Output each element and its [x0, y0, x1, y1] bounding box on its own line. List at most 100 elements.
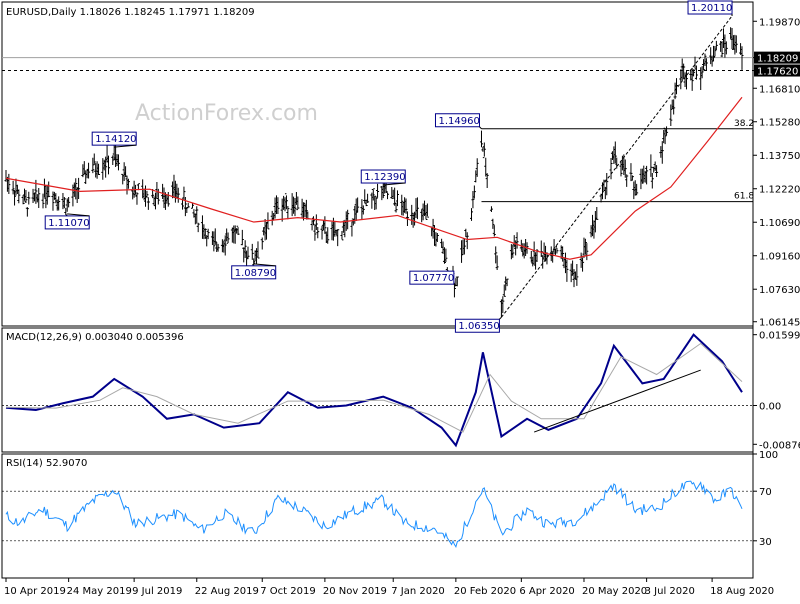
price-bar: [640, 168, 644, 184]
price-bar: [619, 160, 623, 177]
price-bar: [223, 235, 227, 256]
price-tick-label: 1.19870: [759, 17, 800, 28]
price-annotation-label: 1.07770: [413, 273, 454, 284]
price-tick-label: 1.18209: [757, 54, 798, 65]
price-bar: [190, 203, 194, 209]
price-bar: [246, 246, 250, 260]
x-tick-label: 20 Nov 2019: [323, 586, 387, 597]
price-annotation-label: 1.08790: [235, 268, 276, 279]
price-bar: [609, 158, 613, 180]
x-tick-label: 9 Jul 2019: [132, 586, 182, 597]
price-bar: [583, 238, 587, 255]
price-bar: [135, 192, 139, 205]
price-panel-frame: [1, 1, 754, 327]
price-bar: [92, 153, 96, 166]
price-bar: [97, 163, 101, 176]
price-bar: [585, 243, 589, 261]
price-bar: [311, 216, 315, 226]
price-tick-label: 1.12220: [759, 185, 800, 196]
price-bar: [400, 194, 404, 216]
price-bar: [479, 130, 483, 148]
price-bar: [485, 173, 489, 189]
price-bar: [7, 173, 11, 194]
price-bar: [195, 206, 199, 224]
price-bar: [326, 227, 330, 244]
price-bar: [740, 46, 744, 70]
rsi-tick-label: 100: [759, 450, 778, 461]
price-bar: [373, 194, 377, 210]
rsi-title: RSI(14) 52.9070: [6, 458, 87, 469]
macd-series-macd: [5, 333, 743, 448]
price-annotation-box: [409, 270, 455, 285]
price-bar: [494, 246, 498, 264]
price-bar: [595, 207, 599, 220]
price-bar: [64, 207, 68, 216]
rsi-tick-label: 70: [759, 487, 772, 498]
price-bar: [153, 192, 157, 210]
price-bar: [106, 155, 110, 175]
price-bar: [284, 193, 288, 210]
price-tick-label: 1.09160: [759, 252, 800, 263]
price-annotation-box: [434, 113, 480, 128]
annotation-leader: [499, 316, 502, 320]
price-bar: [386, 191, 390, 200]
price-bar: [623, 159, 627, 178]
price-bar: [356, 197, 360, 213]
price-bar: [296, 196, 300, 211]
macd-title: MACD(12,26,9) 0.003040 0.005396: [6, 332, 184, 343]
price-bar: [682, 63, 686, 80]
price-bar: [581, 257, 585, 272]
price-bar: [104, 156, 108, 178]
price-annotation-box: [360, 169, 406, 184]
price-bar: [181, 198, 185, 210]
price-annotation-box: [687, 0, 733, 15]
price-bar: [316, 226, 320, 239]
price-bar: [472, 185, 476, 199]
price-bar: [206, 228, 210, 240]
x-tick-label: 20 May 2020: [582, 586, 647, 597]
price-bar: [675, 78, 679, 95]
price-bar: [216, 243, 220, 252]
macd-tick-label: -0.00876: [759, 440, 800, 451]
x-tick-label: 22 Aug 2019: [195, 586, 259, 597]
price-annotation-box: [44, 215, 90, 230]
price-bar: [672, 99, 676, 115]
price-bar: [314, 214, 318, 231]
price-annotation-label: 1.11070: [48, 218, 89, 229]
price-bar: [260, 237, 264, 250]
price-bar: [702, 59, 706, 71]
price-bar: [13, 188, 17, 206]
price-bar: [81, 164, 85, 178]
x-tick-label: 18 Aug 2020: [710, 586, 774, 597]
price-bar: [340, 231, 344, 241]
price-bar: [25, 207, 29, 217]
price-bar: [21, 195, 25, 205]
price-bar: [482, 142, 486, 159]
annotation-leader: [67, 213, 90, 217]
price-bar: [630, 175, 634, 181]
rsi-tick-label: 30: [759, 537, 772, 548]
price-bar: [74, 178, 78, 200]
price-bar: [87, 162, 91, 179]
price-bar: [575, 263, 579, 286]
price-annotation-box: [454, 318, 500, 333]
x-tick-label: 7 Jan 2020: [391, 586, 445, 597]
price-bar: [650, 172, 654, 189]
price-bar: [77, 177, 81, 200]
macd-panel-frame: [1, 327, 754, 453]
price-bar: [712, 45, 716, 62]
price-bar: [694, 65, 698, 80]
price-annotation-box: [91, 131, 137, 146]
price-annotation-label: 1.14960: [438, 116, 479, 127]
price-bar: [645, 165, 649, 185]
price-bar: [276, 197, 280, 215]
price-annotation-box: [231, 265, 277, 280]
price-bar: [250, 243, 254, 260]
x-tick-label: 24 May 2019: [67, 586, 132, 597]
price-bar: [145, 190, 149, 199]
price-bar: [196, 222, 200, 233]
macd-tick-label: 0.00: [759, 402, 781, 413]
price-bar: [226, 232, 230, 244]
x-tick-label: 20 Feb 2020: [454, 586, 516, 597]
